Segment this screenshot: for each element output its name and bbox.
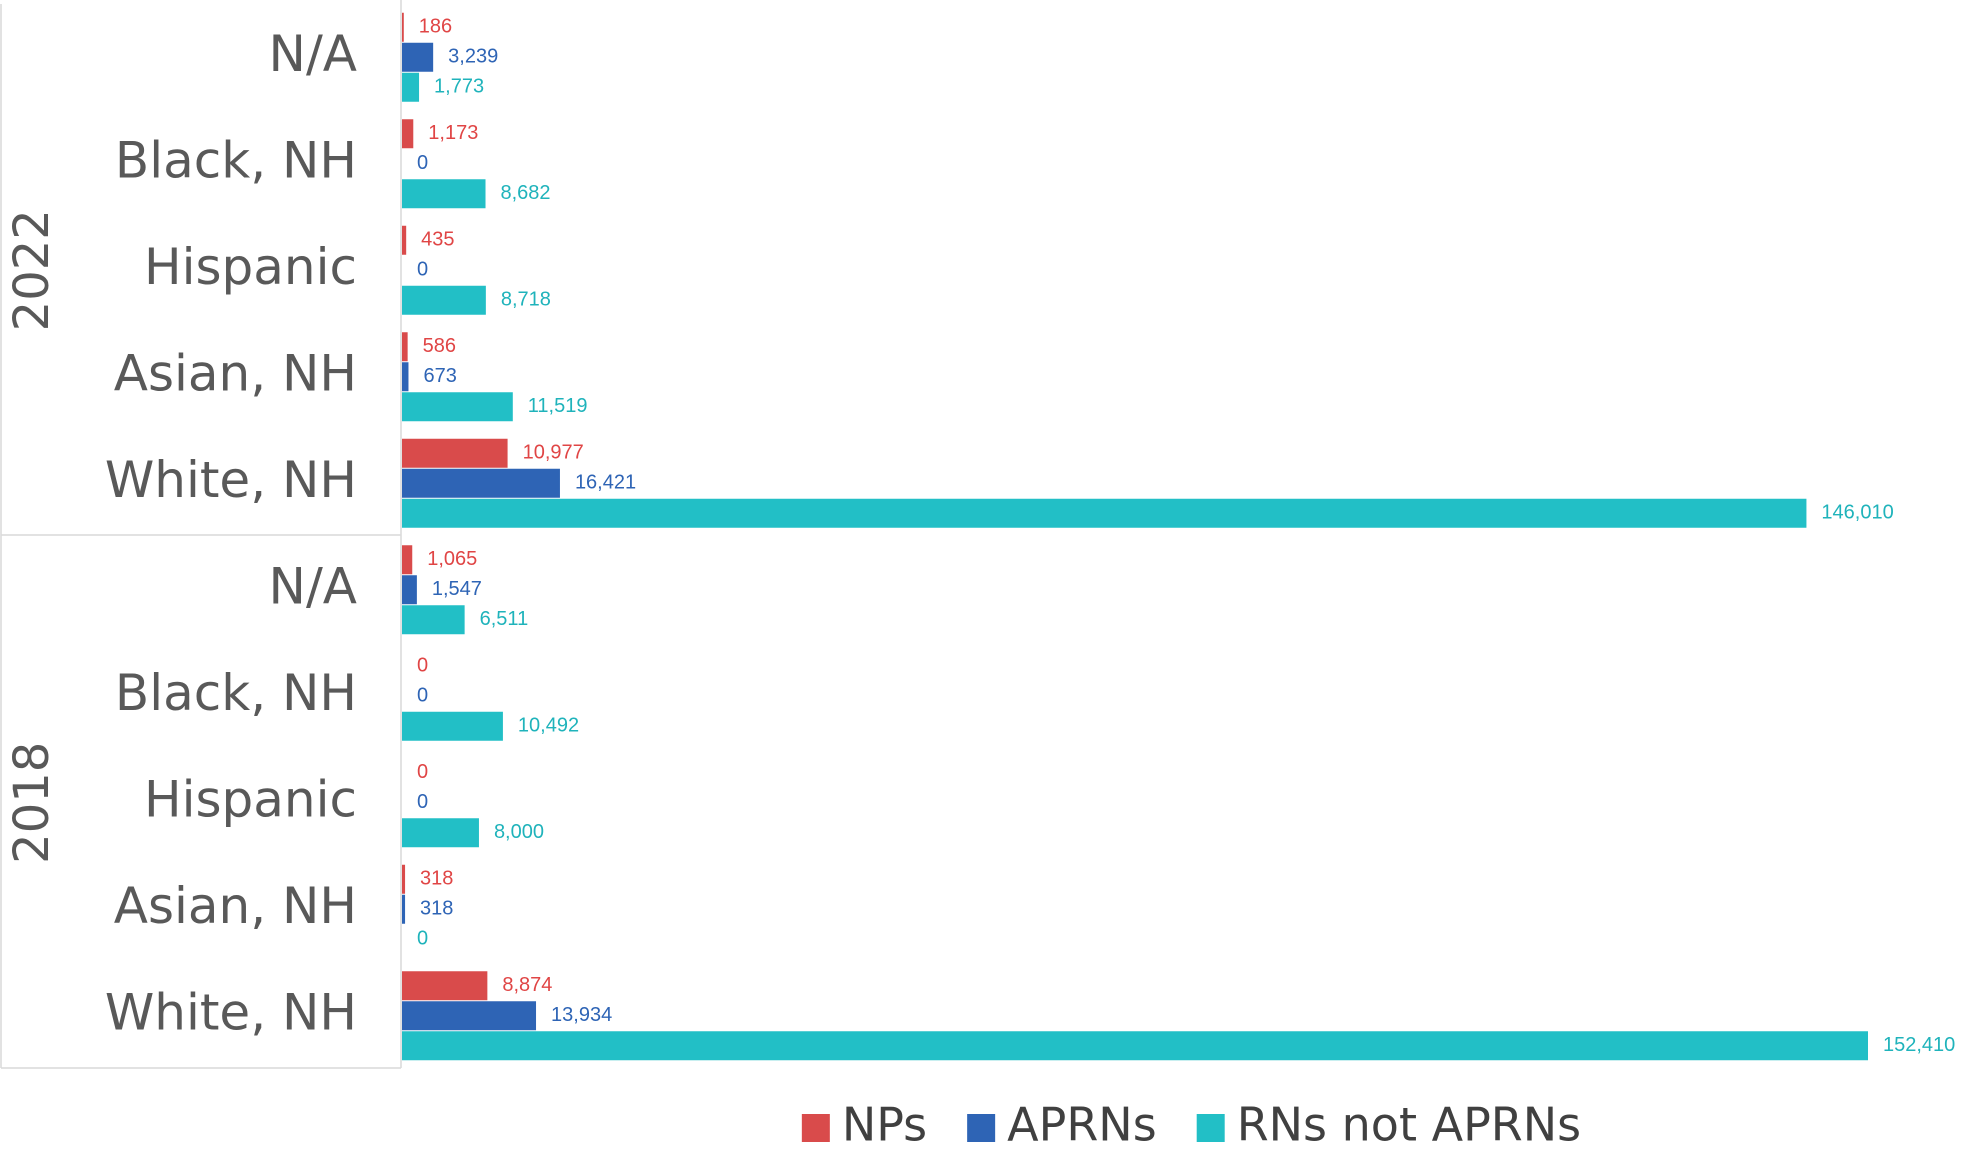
legend-label: APRNs xyxy=(1007,1098,1157,1152)
data-label: 1,065 xyxy=(427,548,477,570)
group-label: 2018 xyxy=(4,742,60,864)
data-label: 13,934 xyxy=(551,1004,612,1026)
legend-swatch xyxy=(1196,1114,1225,1142)
category-label: Black, NH xyxy=(115,664,357,722)
data-label: 10,977 xyxy=(523,442,584,464)
data-label: 146,010 xyxy=(1821,502,1893,524)
legend-swatch xyxy=(801,1114,830,1142)
category-label: N/A xyxy=(269,557,357,615)
category-label: White, NH xyxy=(105,983,357,1041)
data-label: 3,239 xyxy=(448,46,498,68)
category-label: Asian, NH xyxy=(114,344,357,402)
category-label: N/A xyxy=(269,25,357,83)
data-label: 435 xyxy=(421,229,454,251)
data-label: 10,492 xyxy=(518,715,579,737)
data-label: 0 xyxy=(417,928,428,950)
category-label: Hispanic xyxy=(144,238,357,296)
bar xyxy=(402,179,486,209)
data-label: 8,682 xyxy=(501,182,551,204)
data-label: 673 xyxy=(423,365,456,387)
data-label: 8,874 xyxy=(502,974,552,996)
bar xyxy=(402,894,406,924)
bar xyxy=(402,971,488,1001)
category-label: Black, NH xyxy=(115,131,357,189)
bar xyxy=(402,438,508,468)
data-label: 318 xyxy=(420,898,453,920)
data-label: 152,410 xyxy=(1883,1034,1955,1056)
data-label: 8,718 xyxy=(501,289,551,311)
bar xyxy=(402,818,479,848)
bar xyxy=(402,1001,537,1031)
data-label: 1,773 xyxy=(434,76,484,98)
bar xyxy=(402,545,413,575)
bar xyxy=(402,285,486,315)
data-label: 0 xyxy=(417,655,428,677)
category-label: Asian, NH xyxy=(114,877,357,935)
data-label: 0 xyxy=(417,791,428,813)
bar xyxy=(402,864,406,894)
data-label: 1,547 xyxy=(432,578,482,600)
data-label: 586 xyxy=(423,335,456,357)
data-label: 16,421 xyxy=(575,472,636,494)
data-label: 318 xyxy=(420,868,453,890)
data-label: 8,000 xyxy=(494,821,544,843)
category-label: Hispanic xyxy=(144,770,357,828)
bar xyxy=(402,72,420,102)
bar xyxy=(402,362,409,392)
data-label: 1,173 xyxy=(428,122,478,144)
bar xyxy=(402,498,1807,528)
data-label: 0 xyxy=(417,685,428,707)
bar xyxy=(402,12,404,42)
bar xyxy=(402,42,434,72)
bar xyxy=(402,225,407,255)
bar xyxy=(402,1031,1868,1061)
data-label: 6,511 xyxy=(480,608,529,630)
bar xyxy=(402,119,414,149)
bar xyxy=(402,711,503,741)
legend-swatch xyxy=(967,1114,996,1142)
group-label: 2022 xyxy=(4,209,60,331)
data-label: 11,519 xyxy=(528,395,588,417)
bar xyxy=(402,392,513,422)
bar xyxy=(402,575,417,605)
data-label: 0 xyxy=(417,152,428,174)
bar xyxy=(402,468,560,498)
bar xyxy=(402,332,408,362)
category-label: White, NH xyxy=(105,451,357,509)
legend-label: RNs not APRNs xyxy=(1237,1098,1581,1152)
bar xyxy=(402,605,465,635)
data-label: 186 xyxy=(419,16,452,38)
data-label: 0 xyxy=(417,259,428,281)
data-label: 0 xyxy=(417,761,428,783)
legend-label: NPs xyxy=(842,1098,927,1152)
